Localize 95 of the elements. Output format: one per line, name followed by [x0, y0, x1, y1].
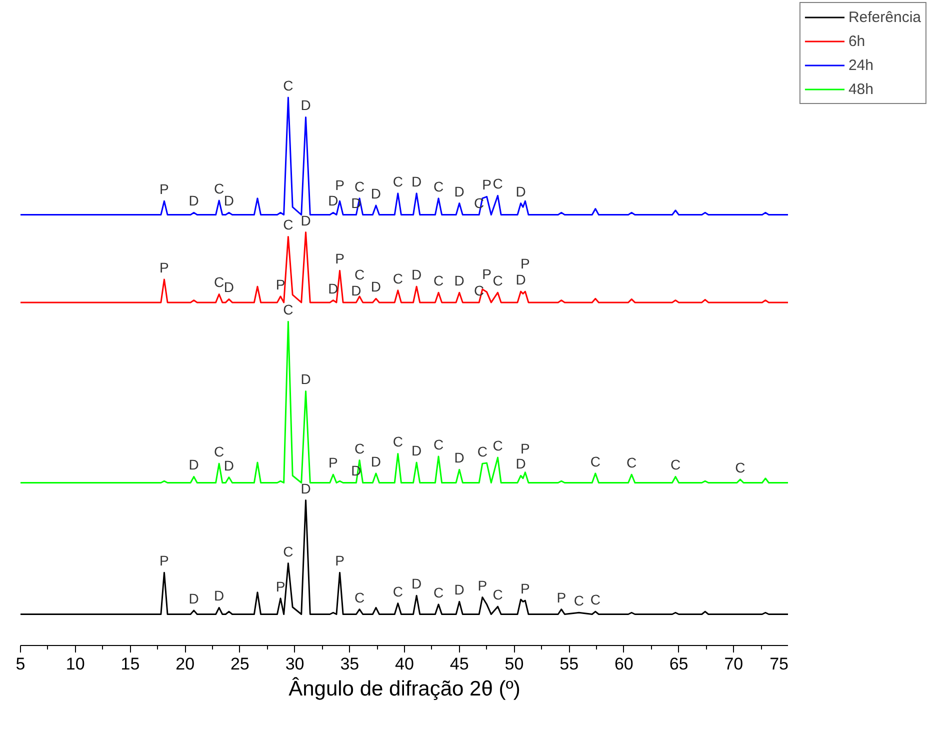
annotation: P [328, 454, 338, 471]
annotation: C [492, 438, 503, 454]
annotation: C [590, 592, 600, 608]
annotation: D [454, 450, 464, 466]
annotation: C [433, 584, 444, 600]
annotation: P [482, 266, 492, 282]
annotation: C [433, 272, 444, 289]
annotation: D [224, 457, 234, 474]
annotation: C [392, 434, 403, 450]
annotation: C [283, 216, 294, 233]
x-tick-label: 50 [504, 654, 524, 674]
annotation: P [276, 276, 286, 292]
annotation: D [300, 97, 311, 114]
annotation: D [516, 183, 526, 200]
annotation: D [300, 212, 311, 228]
x-tick-label: 30 [285, 654, 304, 674]
annotation: D [516, 456, 526, 472]
annotation: C [283, 543, 294, 560]
annotation: C [433, 178, 444, 194]
annotation: C [283, 77, 294, 94]
annotation: D [224, 279, 234, 296]
annotation: P [335, 250, 344, 267]
legend-label: Referência [848, 8, 921, 27]
annotation: D [328, 280, 338, 296]
x-tick-label: 20 [176, 654, 195, 674]
annotation: P [335, 177, 344, 194]
annotation: P [160, 181, 169, 198]
annotation: D [412, 266, 422, 283]
x-tick-label: 35 [340, 654, 360, 674]
annotation: D [454, 183, 464, 200]
annotation: D [188, 192, 199, 209]
annotation: C [392, 270, 403, 286]
annotation: C [492, 176, 503, 192]
annotation: C [433, 436, 444, 452]
annotation: P [520, 440, 530, 456]
annotation: D [454, 272, 464, 289]
annotation: C [474, 282, 484, 298]
annotation: C [392, 583, 403, 600]
x-tick-label: 70 [724, 654, 744, 674]
annotation: P [556, 589, 566, 606]
annotation: D [188, 590, 199, 606]
annotation: D [214, 588, 224, 604]
annotation: P [478, 577, 488, 594]
annotation: D [300, 480, 311, 496]
annotation: C [574, 592, 584, 609]
annotation: D [188, 456, 199, 473]
annotation: C [354, 178, 365, 194]
legend-label: 24h [848, 56, 874, 75]
annotation: C [590, 453, 600, 470]
annotation: D [370, 278, 382, 295]
annotation: P [520, 580, 530, 597]
x-tick-label: 75 [770, 654, 789, 674]
annotation: P [482, 176, 492, 193]
annotation: C [354, 440, 365, 456]
x-axis-title: Ângulo de difração 2θ (º) [288, 676, 520, 700]
annotation: D [224, 192, 234, 209]
legend-label: 6h [848, 32, 866, 51]
annotation: P [160, 259, 169, 276]
annotation: D [454, 582, 464, 598]
annotation: C [492, 586, 503, 603]
annotation: D [370, 185, 382, 202]
annotation: C [354, 589, 365, 606]
legend-label: 48h [848, 80, 874, 99]
annotation: C [214, 180, 224, 197]
x-tick-label: 10 [66, 654, 85, 674]
annotation: C [735, 459, 746, 476]
annotation: P [335, 552, 344, 569]
annotation: D [412, 576, 422, 592]
annotation: D [300, 371, 311, 388]
annotation: D [351, 282, 362, 298]
annotation: P [160, 552, 169, 569]
annotation: C [392, 173, 403, 190]
x-tick-label: 65 [669, 654, 688, 674]
annotation: P [520, 255, 530, 272]
annotation: C [626, 454, 637, 471]
x-tick-label: 55 [560, 654, 579, 674]
x-tick-label: 5 [16, 654, 26, 674]
x-tick-label: 25 [230, 654, 250, 674]
annotation: D [412, 173, 422, 190]
annotation: D [328, 192, 338, 209]
annotation: C [283, 302, 294, 318]
annotation: C [354, 266, 365, 282]
x-tick-label: 60 [614, 654, 634, 674]
annotation: C [492, 272, 503, 289]
annotation: C [670, 456, 681, 473]
annotation: C [214, 444, 224, 460]
x-tick-label: 15 [120, 654, 140, 674]
annotation: P [276, 578, 286, 594]
annotation: C [214, 274, 224, 290]
annotation: D [516, 271, 526, 288]
annotation: D [370, 453, 382, 470]
x-tick-label: 45 [450, 654, 469, 674]
annotation: C [477, 444, 488, 460]
annotation: D [412, 442, 422, 458]
x-tick-label: 40 [395, 654, 414, 674]
